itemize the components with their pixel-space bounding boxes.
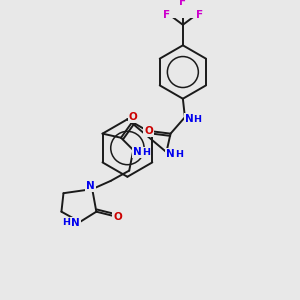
Text: H: H bbox=[193, 115, 201, 124]
Text: F: F bbox=[163, 10, 170, 20]
Text: N: N bbox=[184, 114, 194, 124]
Text: H: H bbox=[175, 150, 183, 159]
Text: N: N bbox=[71, 218, 80, 228]
Text: O: O bbox=[129, 112, 138, 122]
Text: O: O bbox=[113, 212, 122, 222]
Text: N: N bbox=[166, 149, 175, 159]
Text: F: F bbox=[179, 0, 186, 7]
Text: F: F bbox=[196, 10, 203, 20]
Text: O: O bbox=[145, 126, 153, 136]
Text: N: N bbox=[133, 147, 142, 157]
Text: H: H bbox=[63, 218, 70, 227]
Text: H: H bbox=[142, 148, 150, 157]
Text: N: N bbox=[86, 181, 94, 191]
